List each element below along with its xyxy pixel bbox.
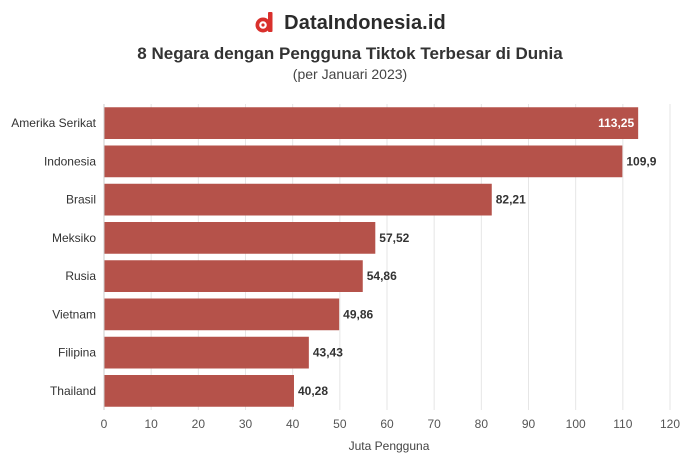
bar	[104, 336, 309, 369]
brand-name: DataIndonesia.id	[284, 11, 446, 34]
x-tick-label: 40	[286, 417, 300, 431]
x-tick-label: 20	[192, 417, 206, 431]
x-tick-label: 10	[144, 417, 158, 431]
x-tick-label: 110	[613, 417, 632, 431]
x-tick-label: 120	[660, 417, 680, 431]
x-tick-label: 80	[475, 417, 489, 431]
bar	[104, 375, 294, 407]
bar	[104, 222, 376, 254]
bar	[104, 260, 363, 292]
category-label: Filipina	[58, 346, 96, 360]
bar	[104, 183, 492, 216]
data-label: 43,43	[313, 346, 343, 360]
category-label: Vietnam	[52, 307, 96, 321]
category-label: Brasil	[66, 193, 96, 207]
category-label: Meksiko	[52, 231, 96, 245]
x-tick-label: 100	[566, 417, 586, 431]
x-tick-label: 70	[427, 417, 441, 431]
category-label: Rusia	[65, 269, 96, 283]
bar	[104, 298, 340, 331]
data-label: 113,25	[598, 116, 634, 130]
x-axis-label: Juta Pengguna	[349, 439, 430, 453]
x-tick-label: 60	[380, 417, 394, 431]
x-tick-label: 90	[522, 417, 536, 431]
bar	[104, 145, 623, 178]
x-tick-label: 50	[333, 417, 347, 431]
data-label: 49,86	[343, 307, 373, 321]
data-label: 40,28	[298, 384, 328, 398]
category-label: Indonesia	[44, 154, 96, 168]
data-label: 109,9	[626, 154, 656, 168]
data-label: 54,86	[367, 269, 397, 283]
x-tick-label: 0	[101, 417, 108, 431]
data-label: 82,21	[496, 193, 526, 207]
data-label: 57,52	[379, 231, 409, 245]
category-label: Thailand	[50, 384, 96, 398]
chart-subtitle: (per Januari 2023)	[292, 66, 408, 82]
category-label: Amerika Serikat	[11, 116, 96, 130]
header: DataIndonesia.id	[0, 6, 700, 40]
dataindonesia-logo-icon	[255, 12, 273, 33]
brand-logo[interactable]: DataIndonesia.id	[254, 11, 446, 35]
chart-title: 8 Negara dengan Pengguna Tiktok Terbesar…	[137, 44, 563, 63]
x-tick-label: 30	[239, 417, 253, 431]
bar	[104, 107, 639, 139]
